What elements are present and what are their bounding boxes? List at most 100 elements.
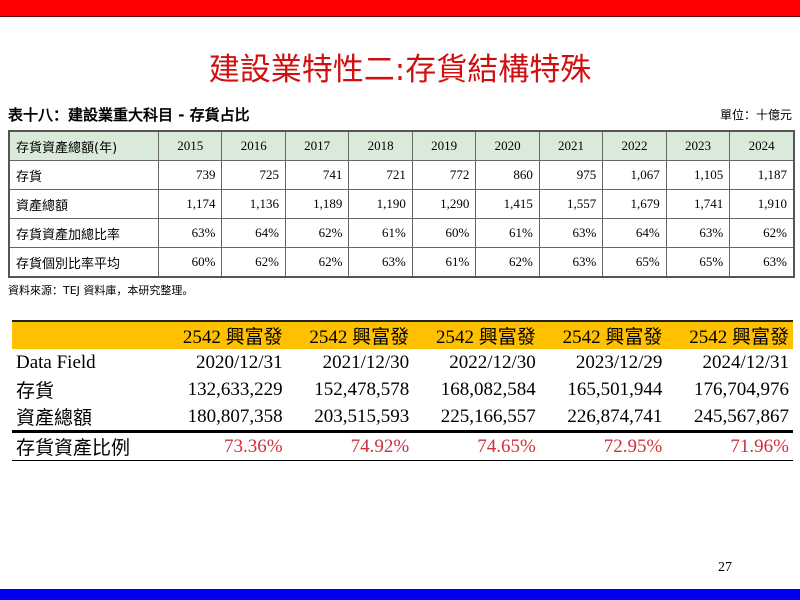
table-cell: 1,067 [602,160,667,190]
row-label: 資產總額 [8,189,159,219]
table-cell: 2024 [729,130,795,161]
table-cell: 2019 [411,130,477,161]
row-label: 存貨 [8,160,159,190]
table-cell: 2023/12/29 [575,351,663,373]
table-cell: 176,704,976 [694,378,789,400]
table-cell: 2020/12/31 [196,351,283,373]
table-cell: 225,166,557 [440,405,536,427]
table-caption: 表十八：建設業重大科目 - 存貨占比 [8,106,250,124]
table-header-row: 存貨資產總額(年) 2015 2016 2017 2018 2019 2020 2021 202… [8,130,795,161]
table-cell: 2020 [475,130,540,161]
table-row: 存貨 739 725 741 721 772 860 975 1,067 1,105 1,187 [8,160,795,190]
table-cell: 2542 興富發 [666,320,793,349]
table-cell: 2021 [538,130,604,161]
table-cell: 63% [348,247,413,278]
table-cell: 62% [284,247,350,278]
table-cell: 1,105 [665,160,731,190]
company-inventory-table: 2542 興富發 2542 興富發 2542 興富發 2542 興富發 2542 興富發… [12,320,793,461]
table-cell: 74.92% [286,430,414,461]
table-cell: 62% [729,218,795,248]
table-cell: 226,874,741 [567,405,663,427]
table-cell: 2017 [284,130,350,161]
row-label: 存貨資產比例 [12,430,160,461]
table-cell: 2018 [348,130,413,161]
table-cell: 2015 [157,130,223,161]
table-cell: 74.65% [413,430,540,461]
table-cell: 64% [221,218,286,248]
table-cell: 132,633,229 [187,378,283,400]
table-cell: 725 [221,160,286,190]
table-cell: 2022/12/30 [449,351,536,373]
table-cell: 975 [538,160,604,190]
table-cell: 65% [665,247,731,278]
bottom-blue-bar [0,589,800,600]
unit-label: 單位：十億元 [719,108,792,122]
table-cell: 1,290 [411,189,477,219]
table-cell: 63% [538,218,604,248]
row-label [12,320,160,349]
table-cell: 60% [157,247,223,278]
table-cell: 63% [665,218,731,248]
table-cell: 1,190 [348,189,413,219]
table-cell: 165,501,944 [567,378,663,400]
table-cell: 2023 [665,130,731,161]
row-label: 存貨個別比率平均 [8,247,159,278]
inventory-ratio-table: 存貨資產總額(年) 2015 2016 2017 2018 2019 2020 2021 202… [8,130,795,278]
table-cell: 64% [602,218,667,248]
table-cell: 1,741 [665,189,731,219]
table-cell: 2542 興富發 [413,320,540,349]
table-cell: 721 [348,160,413,190]
table-cell: 61% [411,247,477,278]
table-cell: 739 [157,160,223,190]
table-cell: 1,557 [538,189,604,219]
table-cell: 772 [411,160,477,190]
table-cell: 1,679 [602,189,667,219]
page-number: 27 [718,560,732,575]
row-label: 資產總額 [16,408,93,429]
table-cell: 73.36% [160,430,287,461]
table-cell: 245,567,867 [694,405,789,427]
table-row: 存貨個別比率平均 60% 62% 62% 63% 61% 62% 63% 65% 65% 63% [8,247,795,278]
table-cell: 152,478,578 [314,378,410,400]
slide-title: 建設業特性二:存貨結構特殊 [208,52,592,88]
table-cell: 65% [602,247,667,278]
table-cell: 2542 興富發 [160,320,287,349]
row-label: 存貨資產總額(年) [8,130,159,161]
table-cell: 62% [221,247,286,278]
table-cell: 2542 興富發 [286,320,414,349]
table-cell: 2024/12/31 [702,351,789,373]
table-cell: 61% [475,218,540,248]
table-cell: 180,807,358 [187,405,283,427]
table-cell: 61% [348,218,413,248]
table-cell: 63% [729,247,795,278]
row-label: Data Field [16,351,96,373]
table-row: 資產總額 1,174 1,136 1,189 1,190 1,290 1,415 1,557 1… [8,189,795,219]
table-cell: 60% [411,218,477,248]
table-cell: 72.95% [539,430,667,461]
table-cell: 741 [284,160,350,190]
row-label: 存貨 [16,381,55,402]
ratio-row: 存貨資產比例 73.36% 74.92% 74.65% 72.95% 71.96% [12,430,793,461]
table-row: 資產總額 180,807,358 203,515,593 225,166,557 226… [12,403,793,432]
table-cell: 1,187 [729,160,795,190]
table-cell: 203,515,593 [314,405,410,427]
top-red-bar [0,0,800,17]
table-cell: 1,174 [157,189,223,219]
table-row: 存貨資產加總比率 63% 64% 62% 61% 60% 61% 63% 64% 63% 62% [8,218,795,248]
table-row: Data Field 2020/12/31 2021/12/30 2022/12/30… [12,349,793,376]
table-cell: 62% [475,247,540,278]
table-row: 存貨 132,633,229 152,478,578 168,082,584 165,5… [12,376,793,403]
table-cell: 1,910 [729,189,795,219]
table-cell: 63% [157,218,223,248]
table-cell: 1,136 [221,189,286,219]
source-note: 資料來源：TEJ 資料庫，本研究整理。 [8,284,194,297]
table-cell: 1,189 [284,189,350,219]
table-cell: 63% [538,247,604,278]
table-cell: 860 [475,160,540,190]
table-cell: 2542 興富發 [539,320,667,349]
table-cell: 62% [284,218,350,248]
table-cell: 2021/12/30 [322,351,410,373]
table-cell: 1,415 [475,189,540,219]
table-cell: 2016 [221,130,286,161]
table-cell: 71.96% [666,430,793,461]
